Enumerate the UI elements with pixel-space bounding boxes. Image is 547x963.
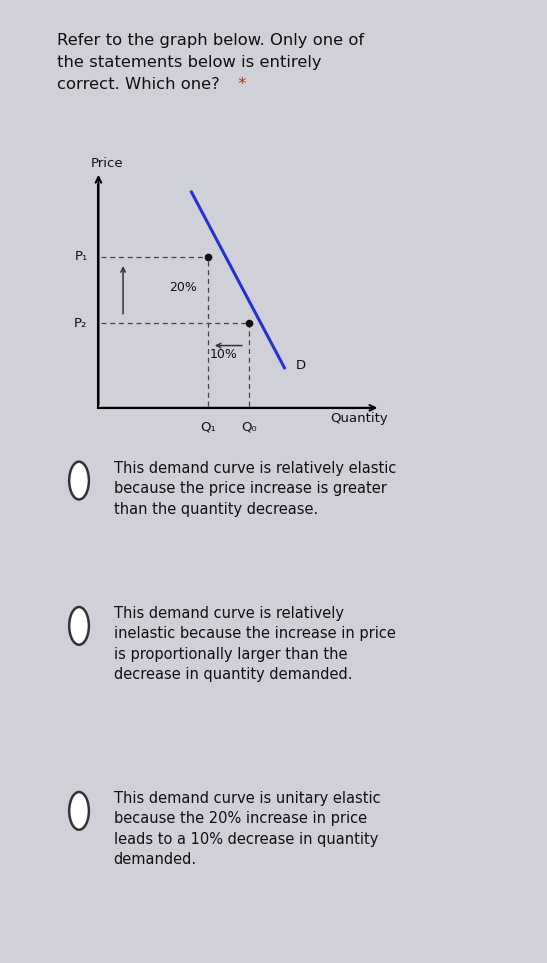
Text: This demand curve is relatively
inelastic because the increase in price
is propo: This demand curve is relatively inelasti… — [114, 606, 395, 682]
Text: Q₁: Q₁ — [200, 420, 216, 433]
Text: P₁: P₁ — [74, 250, 88, 263]
Circle shape — [69, 607, 89, 645]
Text: correct. Which one?: correct. Which one? — [57, 77, 220, 91]
Text: Price: Price — [90, 157, 123, 169]
Text: This demand curve is unitary elastic
because the 20% increase in price
leads to : This demand curve is unitary elastic bec… — [114, 791, 380, 868]
Text: This demand curve is relatively elastic
because the price increase is greater
th: This demand curve is relatively elastic … — [114, 460, 396, 516]
Text: Q₀: Q₀ — [241, 420, 257, 433]
Text: D: D — [295, 359, 306, 372]
Text: P₂: P₂ — [74, 317, 88, 329]
Text: the statements below is entirely: the statements below is entirely — [57, 55, 322, 70]
Circle shape — [69, 461, 89, 500]
Text: *: * — [233, 77, 247, 91]
Text: Quantity: Quantity — [330, 412, 388, 426]
Text: 10%: 10% — [210, 348, 237, 361]
Circle shape — [69, 792, 89, 830]
Text: 20%: 20% — [169, 281, 197, 295]
Text: Refer to the graph below. Only one of: Refer to the graph below. Only one of — [57, 33, 364, 48]
